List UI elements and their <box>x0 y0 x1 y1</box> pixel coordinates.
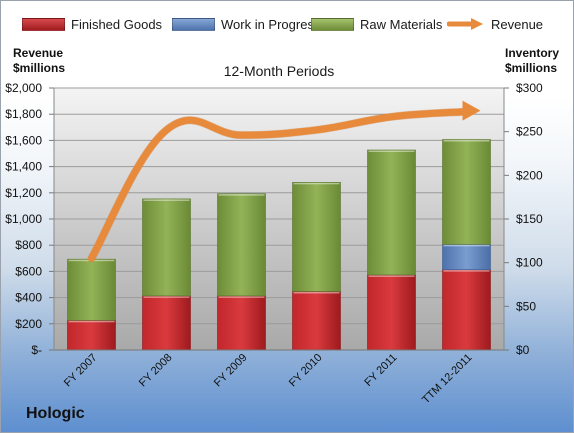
right-tick-label: $300 <box>516 81 543 95</box>
category-label: FY 2007 <box>62 352 100 390</box>
category-label: FY 2008 <box>137 352 175 390</box>
right-tick-label: $0 <box>516 343 530 357</box>
bar-work-in-progress-highlight <box>443 244 490 247</box>
bar-raw-materials-highlight <box>443 140 490 142</box>
legend-arrow-icon <box>447 18 483 30</box>
bar-finished-goods <box>217 295 266 351</box>
left-tick-label: $- <box>31 343 42 357</box>
bar-finished-goods-highlight <box>68 320 115 323</box>
left-tick-label: $1,000 <box>5 212 42 226</box>
left-tick-label: $400 <box>15 291 42 305</box>
category-label: FY 2011 <box>362 352 399 389</box>
bar-finished-goods-highlight <box>143 296 190 298</box>
legend-finished-goods: Finished Goods <box>22 14 162 34</box>
legend-label-work-in-progress: Work in Progress <box>221 16 321 32</box>
left-tick-label: $1,800 <box>5 107 42 121</box>
legend-label-revenue: Revenue <box>491 16 544 32</box>
company-name: Hologic <box>26 405 85 422</box>
revenue-arrowhead <box>462 100 481 121</box>
legend-revenue: Revenue <box>447 14 543 34</box>
bar-raw-materials <box>67 258 116 321</box>
bar-raw-materials <box>217 193 266 297</box>
bar-raw-materials <box>292 182 341 292</box>
category-label: FY 2010 <box>287 352 325 390</box>
left-tick-label: $1,400 <box>5 160 42 174</box>
bar-work-in-progress <box>442 244 491 270</box>
left-tick-label: $2,000 <box>5 81 42 95</box>
right-tick-label: $100 <box>516 256 543 270</box>
left-axis-title: Revenue $millions <box>13 46 66 75</box>
left-tick-label: $800 <box>15 238 42 252</box>
legend-work-in-progress: Work in Progress <box>172 14 320 34</box>
category-label: FY 2009 <box>212 352 250 390</box>
bar-finished-goods-highlight <box>368 275 415 277</box>
legend-raw-materials: Raw Materials <box>311 14 442 34</box>
bar-finished-goods-highlight <box>443 270 490 272</box>
bar-finished-goods <box>142 295 191 351</box>
bar-finished-goods <box>442 269 491 351</box>
left-tick-label: $200 <box>15 317 42 331</box>
left-tick-label: $1,600 <box>5 133 42 147</box>
chart-subtitle: 12-Month Periods <box>224 63 335 79</box>
left-tick-label: $1,200 <box>5 186 42 200</box>
bar-raw-materials-highlight <box>368 150 415 153</box>
right-tick-label: $150 <box>516 212 543 226</box>
legend-swatch-finished-goods <box>22 17 65 31</box>
bar-finished-goods <box>67 320 116 351</box>
right-tick-label: $200 <box>516 168 543 182</box>
right-tick-label: $250 <box>516 125 543 139</box>
bar-finished-goods-highlight <box>218 296 265 298</box>
bar-raw-materials-highlight <box>218 194 265 196</box>
bar-finished-goods-highlight <box>293 291 340 294</box>
legend-label-finished-goods: Finished Goods <box>71 16 163 32</box>
right-axis-title: Inventory $millions <box>505 46 560 75</box>
left-tick-label: $600 <box>15 264 42 278</box>
bar-raw-materials <box>142 198 191 297</box>
bar-raw-materials <box>367 149 416 276</box>
bar-raw-materials-highlight <box>143 199 190 201</box>
bar-finished-goods <box>292 291 341 351</box>
category-label: TTM 12-2011 <box>420 352 475 407</box>
bar-raw-materials <box>442 139 491 245</box>
legend-swatch-raw-materials <box>311 17 354 31</box>
revenue-line <box>88 108 470 262</box>
bar-finished-goods <box>367 274 416 351</box>
right-tick-label: $50 <box>516 299 536 313</box>
legend-swatch-work-in-progress <box>172 17 215 31</box>
bar-raw-materials-highlight <box>293 182 340 185</box>
legend-label-raw-materials: Raw Materials <box>360 16 443 32</box>
